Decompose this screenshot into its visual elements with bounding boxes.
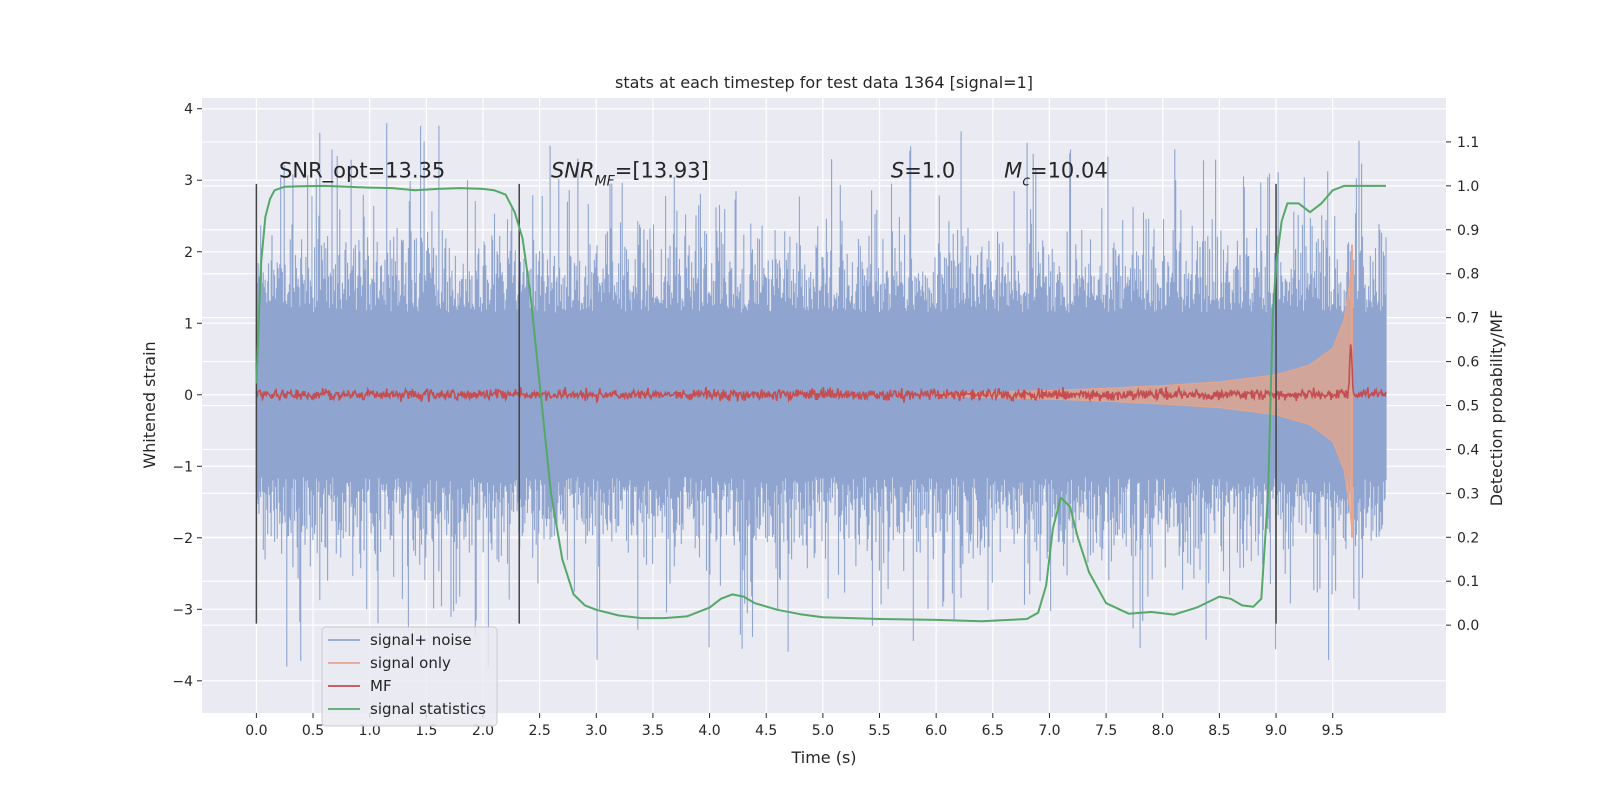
x-tick-label: 2.0 [472, 723, 494, 739]
x-tick-label: 3.0 [585, 723, 607, 739]
x-tick-label: 4.0 [698, 723, 720, 739]
legend-label-signal-noise: signal+ noise [370, 631, 472, 649]
x-tick-label: 0.0 [245, 723, 267, 739]
y-tick-label-left: −1 [172, 459, 193, 475]
y-tick-label-left: 0 [184, 388, 193, 404]
legend-label-signal-statistics: signal statistics [370, 700, 486, 718]
x-tick-label: 7.5 [1095, 723, 1117, 739]
y-tick-label-right: 0.9 [1457, 223, 1479, 239]
y-axis-label-right: Detection probability/MF [1487, 310, 1506, 507]
chart-title: stats at each timestep for test data 136… [615, 73, 1033, 92]
x-tick-label: 6.0 [925, 723, 947, 739]
y-tick-label-right: 0.0 [1457, 618, 1479, 634]
signal-statistics-line [255, 184, 1386, 623]
y-tick-label-right: 0.3 [1457, 486, 1479, 502]
x-axis-label: Time (s) [790, 748, 856, 767]
y-tick-label-right: 0.6 [1457, 355, 1479, 371]
y-tick-label-left: −3 [172, 602, 193, 618]
y-tick-label-right: 0.1 [1457, 574, 1479, 590]
annotation-s-value: S=1.0 [891, 158, 955, 182]
x-tick-label: 8.5 [1208, 723, 1230, 739]
y-tick-label-left: 2 [184, 245, 193, 261]
legend: signal+ noise signal only MF signal stat… [321, 626, 498, 727]
legend-box [321, 626, 498, 727]
x-tick-label: 1.5 [415, 723, 437, 739]
x-tick-label: 3.5 [642, 723, 664, 739]
x-tick-label: 6.5 [982, 723, 1004, 739]
y-tick-label-left: −2 [172, 531, 193, 547]
legend-label-mf: MF [370, 677, 392, 695]
series-signal-statistics [255, 184, 1386, 623]
mf-line [255, 344, 1387, 404]
annotation-snr-opt: SNR_opt=13.35 [279, 158, 445, 183]
y-tick-label-right: 0.4 [1457, 442, 1479, 458]
y-tick-label-right: 0.2 [1457, 530, 1479, 546]
y-tick-label-left: 3 [184, 173, 193, 189]
axis-ticks: 0.0 0.5 1.0 1.5 2.0 2.5 3.0 3.5 4.0 4.5 5.0 5.5 6.0 6… [172, 102, 1479, 739]
y-tick-label-right: 1.1 [1457, 135, 1479, 151]
annotation-mc-value: Mc=10.04 [1004, 158, 1108, 189]
y-tick-label-right: 0.5 [1457, 399, 1479, 415]
x-tick-label: 9.5 [1322, 723, 1344, 739]
x-tick-label: 5.5 [868, 723, 890, 739]
x-tick-label: 5.0 [812, 723, 834, 739]
annotation-snr-mf: SNRMF=[13.93] [551, 158, 709, 189]
x-tick-label: 1.0 [359, 723, 381, 739]
y-tick-label-left: 4 [184, 102, 193, 118]
y-tick-label-right: 1.0 [1457, 179, 1479, 195]
x-tick-label: 4.5 [755, 723, 777, 739]
x-tick-label: 9.0 [1265, 723, 1287, 739]
x-tick-label: 7.0 [1038, 723, 1060, 739]
annotations: SNR_opt=13.35 SNRMF=[13.93] S=1.0 Mc=10.04 [279, 158, 1108, 189]
y-axis-label-left: Whitened strain [140, 341, 159, 468]
y-tick-label-right: 0.8 [1457, 267, 1479, 283]
series-mf [255, 344, 1387, 404]
legend-label-signal-only: signal only [370, 654, 451, 672]
x-tick-label: 2.5 [528, 723, 550, 739]
y-tick-label-right: 0.7 [1457, 311, 1479, 327]
x-tick-label: 8.0 [1152, 723, 1174, 739]
vertical-markers [255, 183, 1277, 624]
y-tick-label-left: 1 [184, 316, 193, 332]
x-tick-label: 0.5 [302, 723, 324, 739]
y-tick-label-left: −4 [172, 674, 193, 690]
